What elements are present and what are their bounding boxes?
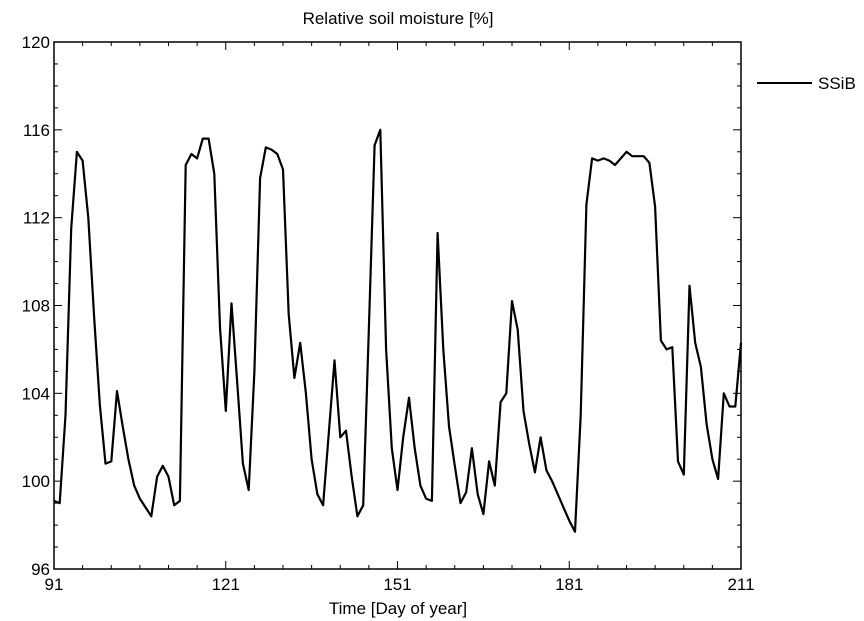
legend: SSiB	[757, 74, 856, 93]
axis-tick-labels: 91 121 151 181 211 96 100 104 108 112 116 120	[22, 33, 755, 594]
y-tick-label: 108	[22, 297, 50, 316]
x-tick-label: 121	[212, 575, 240, 594]
legend-label-ssib: SSiB	[818, 74, 856, 93]
y-tick-label: 100	[22, 472, 50, 491]
y-tick-label: 120	[22, 33, 50, 52]
series-line-ssib	[53, 128, 743, 533]
y-tick-label: 104	[22, 384, 50, 403]
y-tick-label: 116	[23, 121, 50, 140]
plot-frame	[53, 41, 742, 570]
y-tick-label: 112	[23, 209, 50, 228]
x-tick-label: 181	[555, 575, 583, 594]
x-axis-label: Time [Day of year]	[329, 599, 467, 618]
x-tick-label: 91	[45, 575, 64, 594]
chart-title: Relative soil moisture [%]	[303, 9, 494, 28]
x-tick-label: 151	[383, 575, 411, 594]
x-tick-label: 211	[727, 575, 754, 594]
y-tick-label: 96	[31, 560, 50, 579]
